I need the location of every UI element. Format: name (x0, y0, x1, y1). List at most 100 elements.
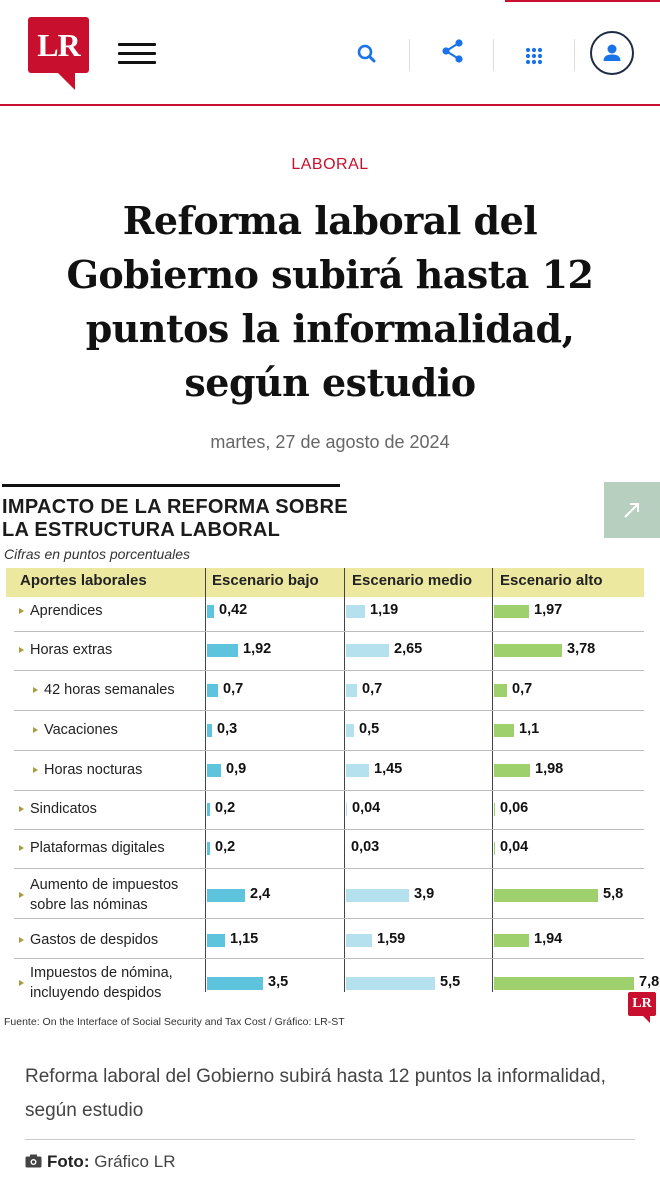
bar-alto (494, 803, 495, 816)
bar-medio (346, 684, 357, 697)
bar-alto (494, 684, 507, 697)
column-divider (344, 568, 345, 992)
lr-watermark-logo: LR (628, 992, 656, 1016)
caption-divider (25, 1139, 635, 1140)
bar-value: 1,19 (370, 602, 399, 618)
row-divider (14, 918, 644, 919)
column-header: Escenario alto (500, 572, 603, 589)
row-label: Gastos de despidos (30, 932, 159, 948)
row-label: Horas nocturas (44, 762, 143, 778)
share-icon[interactable] (438, 36, 468, 70)
lr-logo-tail (57, 72, 75, 90)
bar-bajo (207, 644, 238, 657)
bar-medio (346, 977, 435, 990)
bar-value: 0,5 (359, 721, 380, 737)
bar-value: 3,9 (414, 886, 435, 902)
row-divider (14, 958, 644, 959)
bar-medio (346, 803, 347, 816)
site-header: LR (0, 0, 660, 106)
menu-icon[interactable] (118, 40, 156, 68)
column-header: Escenario bajo (212, 572, 319, 589)
bar-value: 1,59 (377, 931, 406, 947)
bar-bajo (207, 764, 221, 777)
row-bullet (33, 687, 38, 693)
header-divider (574, 39, 575, 71)
bar-value: 3,78 (567, 641, 596, 657)
expand-arrow-icon (624, 503, 639, 518)
bar-alto (494, 977, 634, 990)
row-divider (14, 670, 644, 671)
bar-value: 0,7 (512, 681, 533, 697)
row-divider (14, 790, 644, 791)
bar-value: 1,45 (374, 761, 403, 777)
expand-image-button[interactable] (604, 482, 660, 538)
bar-value: 2,65 (394, 641, 423, 657)
bar-value: 1,97 (534, 602, 563, 618)
lr-watermark-tail (642, 1015, 650, 1023)
bar-value: 3,5 (268, 974, 289, 990)
table-header-band (6, 568, 644, 597)
header-divider (493, 39, 494, 71)
row-label: Aumento de impuestos sobre las nóminas (30, 877, 179, 913)
bar-bajo (207, 803, 210, 816)
bar-value: 0,06 (500, 800, 529, 816)
row-label: Impuestos de nómina, incluyendo despidos (30, 965, 173, 1001)
user-icon[interactable] (590, 31, 634, 75)
bar-alto (494, 842, 495, 855)
bar-alto (494, 764, 530, 777)
header-divider (409, 39, 410, 71)
bar-medio (346, 934, 372, 947)
bar-alto (494, 605, 529, 618)
bar-value: 0,7 (362, 681, 383, 697)
credit-label: Foto: (47, 1152, 90, 1171)
apps-grid-icon[interactable] (520, 36, 550, 70)
search-icon[interactable] (352, 36, 382, 70)
row-label: Vacaciones (44, 722, 118, 738)
lr-logo[interactable]: LR (28, 17, 89, 73)
bar-alto (494, 644, 562, 657)
bar-value: 2,4 (250, 886, 271, 902)
bar-bajo (207, 977, 263, 990)
bar-medio (346, 605, 365, 618)
bar-value: 1,94 (534, 931, 563, 947)
column-divider (205, 568, 206, 992)
row-label: Aprendices (30, 603, 103, 619)
row-divider (14, 868, 644, 869)
bar-medio (346, 724, 354, 737)
bar-bajo (207, 605, 214, 618)
bar-bajo (207, 724, 212, 737)
row-bullet (19, 980, 24, 986)
bar-value: 0,2 (215, 800, 236, 816)
bar-value: 1,1 (519, 721, 540, 737)
infographic: IMPACTO DE LA REFORMA SOBRE LA ESTRUCTUR… (0, 480, 660, 1042)
row-label: Sindicatos (30, 801, 97, 817)
row-divider (14, 829, 644, 830)
row-bullet (19, 647, 24, 653)
photo-credit: Foto: Gráfico LR (25, 1152, 175, 1172)
chart-source: Fuente: On the Interface of Social Secur… (4, 1016, 345, 1028)
article-category[interactable]: LABORAL (291, 156, 369, 173)
row-bullet (19, 608, 24, 614)
bar-bajo (207, 934, 225, 947)
infographic-rule (2, 484, 340, 487)
bar-alto (494, 934, 529, 947)
bar-medio (346, 644, 389, 657)
camera-icon (25, 1154, 42, 1168)
bar-value: 0,3 (217, 721, 238, 737)
row-bullet (19, 845, 24, 851)
row-label: Horas extras (30, 642, 113, 658)
row-divider (14, 750, 644, 751)
bar-alto (494, 889, 598, 902)
bar-value: 5,8 (603, 886, 624, 902)
row-bullet (19, 892, 24, 898)
image-caption: Reforma laboral del Gobierno subirá hast… (25, 1066, 606, 1121)
chart-title: IMPACTO DE LA REFORMA SOBRE LA ESTRUCTUR… (2, 496, 348, 541)
bar-value: 0,03 (351, 839, 380, 855)
bar-value: 1,15 (230, 931, 259, 947)
bar-bajo (207, 842, 210, 855)
bar-alto (494, 724, 514, 737)
top-accent-line (505, 0, 660, 2)
article-title: Reforma laboral del Gobierno subirá hast… (66, 198, 594, 405)
bar-medio (346, 889, 409, 902)
article-date: martes, 27 de agosto de 2024 (210, 432, 450, 452)
